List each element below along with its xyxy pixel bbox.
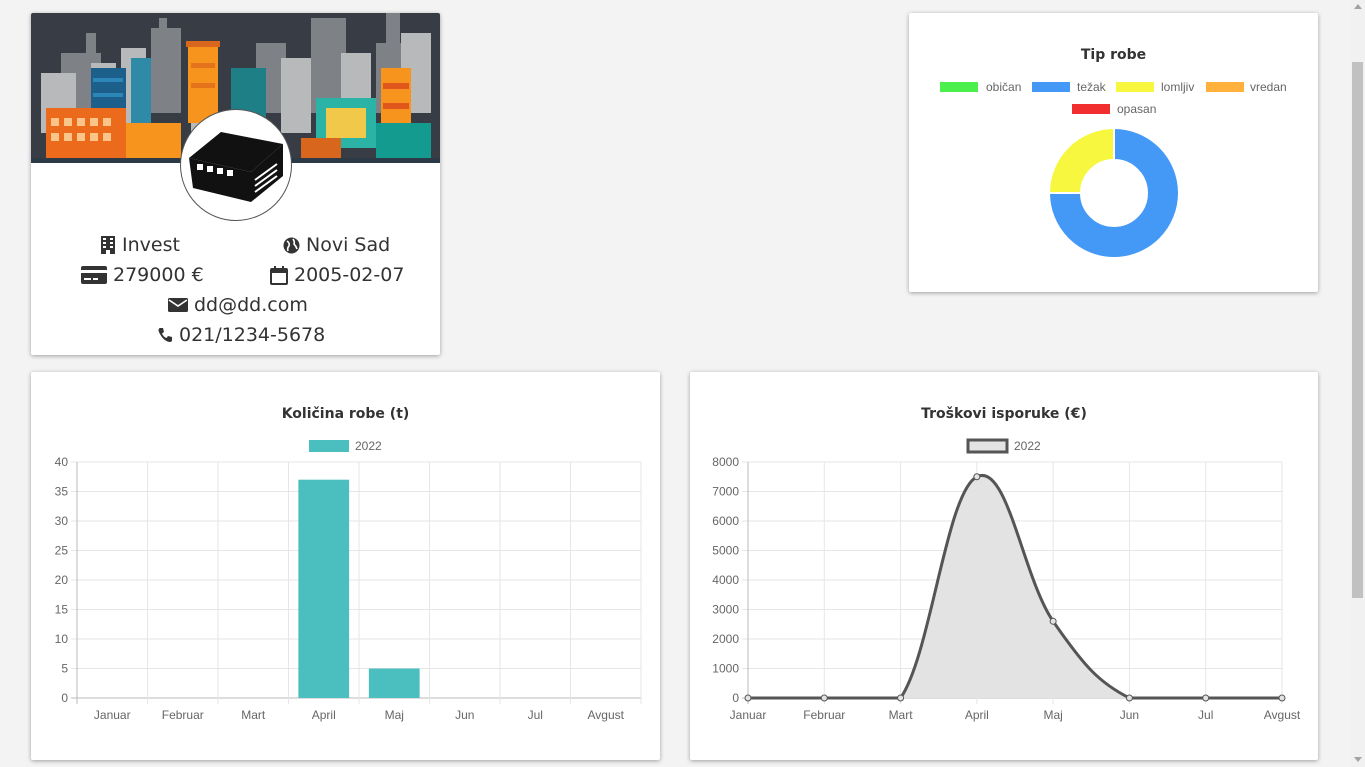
goods-type-chart-card: Tip robe običan težak lomljiv vredan opasan bbox=[909, 13, 1318, 292]
data-point bbox=[897, 694, 905, 702]
x-tick-label: Februar bbox=[803, 708, 845, 722]
company-capital-row: 279000 € bbox=[81, 262, 204, 288]
scrollbar-thumb[interactable] bbox=[1352, 62, 1363, 598]
company-name: Invest bbox=[122, 234, 180, 256]
building-icon bbox=[101, 236, 115, 254]
x-tick-label: Avgust bbox=[588, 708, 625, 722]
y-tick-label: 30 bbox=[55, 514, 69, 528]
y-tick-label: 0 bbox=[732, 691, 739, 705]
legend-label: 2022 bbox=[1014, 439, 1041, 453]
legend-swatch bbox=[309, 440, 349, 452]
bar bbox=[368, 668, 420, 698]
company-name-row: Invest bbox=[100, 232, 180, 258]
data-point bbox=[1202, 694, 1210, 702]
company-city-row: Novi Sad bbox=[283, 232, 390, 258]
legend-swatch bbox=[1032, 82, 1070, 92]
x-tick-label: Jun bbox=[1120, 708, 1139, 722]
doughnut-slice bbox=[1047, 126, 1180, 259]
x-tick-label: Jun bbox=[455, 708, 474, 722]
chart-title: Troškovi isporuke (€) bbox=[921, 406, 1087, 422]
envelope-icon bbox=[168, 298, 188, 312]
legend-label: težak bbox=[1077, 80, 1107, 94]
company-email-row: dd@dd.com bbox=[168, 292, 308, 318]
y-tick-label: 5 bbox=[61, 662, 68, 676]
line-chart: 2022 0 1000 2000 3000 4000 5000 6000 7000 8000 Jan… bbox=[712, 438, 1301, 722]
y-tick-label: 4000 bbox=[712, 573, 739, 587]
goods-quantity-chart-card: Količina robe (t) 2022 0 5 10 15 20 25 30 35 40 Ja… bbox=[31, 372, 660, 760]
legend-swatch bbox=[1072, 104, 1110, 114]
legend-label: opasan bbox=[1117, 102, 1156, 116]
delivery-cost-chart-card: Troškovi isporuke (€) 2022 0 1000 2000 3000 4… bbox=[690, 372, 1318, 760]
warehouse-avatar bbox=[180, 109, 292, 221]
data-point bbox=[820, 694, 828, 702]
y-tick-label: 2000 bbox=[712, 632, 739, 646]
bar bbox=[298, 479, 350, 698]
x-tick-label: Januar bbox=[730, 708, 767, 722]
y-tick-label: 6000 bbox=[712, 514, 739, 528]
doughnut-chart: običan težak lomljiv vredan opasan bbox=[940, 80, 1287, 259]
y-tick-label: 8000 bbox=[712, 455, 739, 469]
scroll-up-arrow-icon[interactable] bbox=[1354, 4, 1362, 9]
area-fill bbox=[748, 475, 1282, 698]
legend-swatch bbox=[966, 438, 1009, 454]
legend-swatch bbox=[1116, 82, 1154, 92]
data-point bbox=[973, 473, 981, 481]
x-tick-label: Maj bbox=[385, 708, 404, 722]
x-tick-label: Maj bbox=[1043, 708, 1062, 722]
x-tick-label: Jul bbox=[528, 708, 543, 722]
y-tick-label: 1000 bbox=[712, 662, 739, 676]
y-tick-label: 3000 bbox=[712, 603, 739, 617]
calendar-icon bbox=[270, 265, 288, 285]
x-tick-label: April bbox=[312, 708, 336, 722]
factory-banner-image bbox=[31, 13, 440, 163]
data-point bbox=[1125, 694, 1133, 702]
y-tick-label: 35 bbox=[55, 485, 69, 499]
series-line bbox=[748, 473, 1282, 700]
y-tick-label: 25 bbox=[55, 544, 69, 558]
credit-card-icon bbox=[81, 266, 107, 284]
x-tick-label: Jul bbox=[1198, 708, 1213, 722]
x-tick-label: Mart bbox=[241, 708, 266, 722]
company-founded-row: 2005-02-07 bbox=[270, 262, 404, 288]
phone-icon bbox=[158, 328, 172, 342]
x-tick-label: Mart bbox=[889, 708, 914, 722]
y-tick-label: 40 bbox=[55, 455, 69, 469]
data-point bbox=[1049, 617, 1057, 625]
chart-title: Tip robe bbox=[1080, 47, 1147, 63]
bar-chart: 2022 0 5 10 15 20 25 30 35 40 Januar Februar Mart Apr… bbox=[55, 439, 642, 722]
company-profile-card: Invest Novi Sad 279000 € 2005-02-07 bbox=[31, 13, 440, 355]
x-tick-label: Avgust bbox=[1264, 708, 1301, 722]
chart-title: Količina robe (t) bbox=[281, 406, 410, 422]
company-email: dd@dd.com bbox=[194, 294, 308, 316]
legend-label: običan bbox=[986, 80, 1021, 94]
company-founded: 2005-02-07 bbox=[294, 264, 405, 286]
doughnut-slice bbox=[1047, 126, 1115, 194]
y-tick-label: 10 bbox=[55, 632, 69, 646]
x-tick-label: Februar bbox=[162, 708, 204, 722]
y-tick-label: 0 bbox=[61, 691, 68, 705]
company-capital: 279000 € bbox=[113, 264, 204, 286]
company-city: Novi Sad bbox=[306, 234, 391, 256]
y-tick-label: 20 bbox=[55, 573, 69, 587]
company-phone-row: 021/1234-5678 bbox=[157, 322, 325, 348]
y-tick-label: 7000 bbox=[712, 485, 739, 499]
x-tick-label: April bbox=[965, 708, 989, 722]
data-point bbox=[1278, 694, 1286, 702]
legend-swatch bbox=[940, 82, 978, 92]
warehouse-icon bbox=[189, 132, 283, 202]
page-scrollbar[interactable] bbox=[1350, 0, 1365, 767]
x-tick-label: Januar bbox=[94, 708, 131, 722]
company-phone: 021/1234-5678 bbox=[179, 324, 326, 346]
y-tick-label: 5000 bbox=[712, 544, 739, 558]
scroll-down-arrow-icon[interactable] bbox=[1354, 757, 1362, 762]
data-point bbox=[744, 694, 752, 702]
globe-icon bbox=[283, 237, 300, 253]
legend-swatch bbox=[1206, 82, 1244, 92]
y-tick-label: 15 bbox=[55, 603, 69, 617]
legend-label: lomljiv bbox=[1161, 80, 1194, 94]
legend-label: vredan bbox=[1250, 80, 1287, 94]
legend-label: 2022 bbox=[355, 439, 382, 453]
